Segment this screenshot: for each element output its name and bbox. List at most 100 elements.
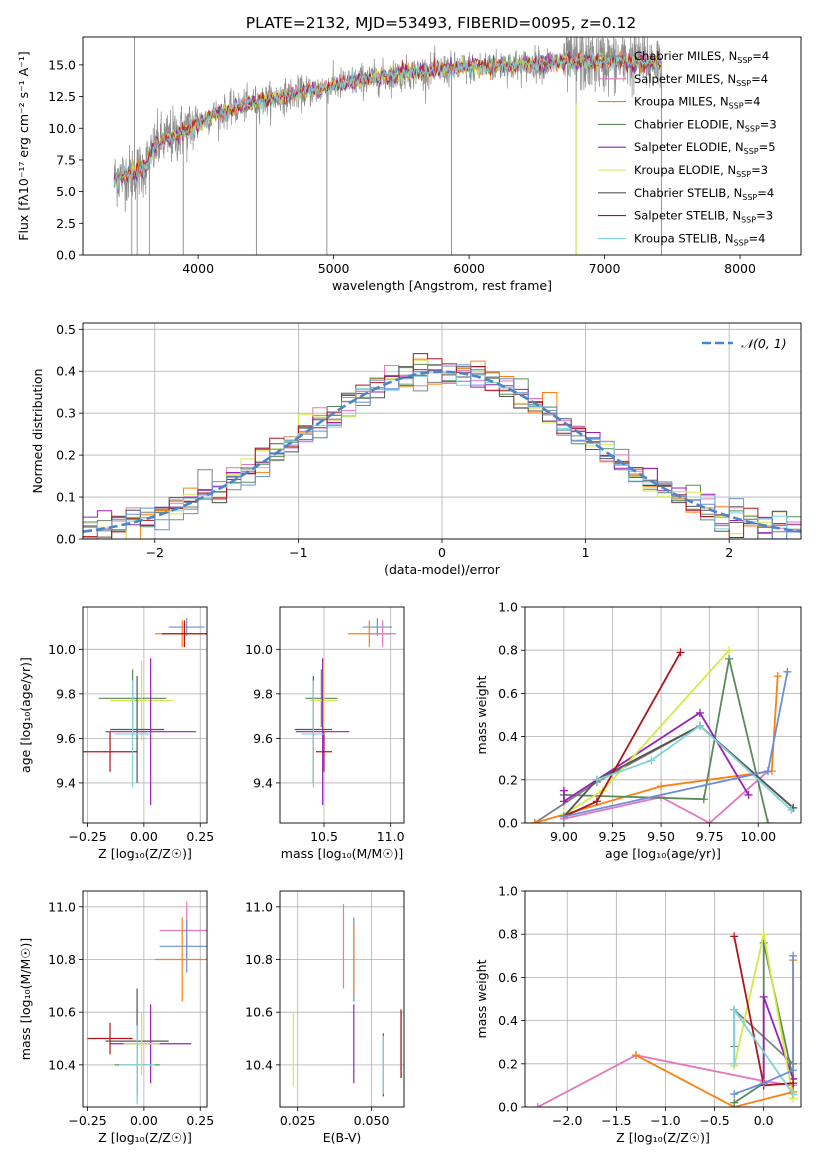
mass_vs_Z-ylabel: mass [log₁₀(M/M☉)] [18, 938, 33, 1060]
mass_vs_EBV-frame [279, 890, 405, 1108]
spectrum-axes: 4000 5000 6000 7000 8000 0.0 2.5 5.0 7.5 10.0 12.5… [48, 57, 756, 276]
x-tick-label: 0.0 [754, 1113, 774, 1128]
y-tick-label: 0.0 [56, 532, 76, 547]
x-tick-label: 8000 [724, 261, 756, 276]
weight-marker [592, 797, 601, 806]
y-tick-label: 0.6 [498, 686, 518, 701]
mass_weight_vs_Z-frame [524, 890, 802, 1108]
mass_vs_EBV-xlabel: E(B-V) [323, 1130, 362, 1145]
legend-sub: SSP [736, 79, 751, 88]
x-tick-label: −0.25 [68, 829, 106, 844]
mass_weight_vs_Z-ylabel: mass weight [474, 959, 489, 1038]
histogram-series [83, 372, 801, 539]
legend-entry: Chabrier ELODIE, NSSP=3 [634, 117, 777, 133]
x-tick-label: 0 [438, 545, 446, 560]
y-tick-label: 0.4 [498, 729, 518, 744]
spectrum-model-line [113, 50, 662, 184]
spectrum-xlabel: wavelength [Angstrom, rest frame] [332, 278, 552, 293]
y-tick-label: 1.0 [498, 884, 518, 899]
x-tick-label: 0.050 [354, 1113, 390, 1128]
weight-marker [759, 992, 768, 1001]
errorbar-point [159, 919, 207, 973]
age_vs_Z-axes: −0.25 0.00 0.25 9.4 9.6 9.8 10.0 [48, 607, 214, 844]
y-tick-label: 0.6 [498, 970, 518, 985]
errorbar-point [105, 658, 196, 806]
errorbar-point [114, 680, 151, 788]
y-tick-label: 0.0 [498, 816, 518, 831]
weight-marker [783, 667, 792, 676]
age_vs_Z-plot [83, 618, 207, 806]
weight-marker [592, 775, 601, 784]
x-tick-label: −1 [289, 545, 307, 560]
x-tick-label: 0.025 [280, 1113, 316, 1128]
x-tick-label: 11.0 [377, 829, 405, 844]
spectrum-model-line [114, 50, 662, 183]
weight-marker [559, 812, 568, 821]
spectrum-model-line [113, 51, 662, 185]
x-tick-label: 0.00 [130, 829, 158, 844]
x-tick-label: 6000 [453, 261, 485, 276]
y-tick-label: 0.0 [498, 1100, 518, 1115]
legend-tail: =3 [751, 163, 768, 177]
mass_weight_vs_Z-plot [533, 930, 798, 1107]
mass_vs_EBV-plot [292, 904, 402, 1097]
weight-marker [787, 806, 796, 815]
y-tick-label: 5.0 [56, 184, 76, 199]
errorbar-point [123, 1012, 160, 1076]
legend-label: Kroupa MILES, N [634, 95, 729, 109]
age_vs_mass-xlabel: mass [log₁₀(M/M☉)] [281, 846, 403, 861]
legend-sub: SSP [737, 56, 752, 65]
x-tick-label: −1.0 [650, 1113, 680, 1128]
y-tick-label: 1.0 [498, 600, 518, 615]
residuals-frame [82, 322, 802, 540]
errorbar-point [362, 618, 392, 636]
weight-marker [725, 646, 734, 655]
legend-sub: SSP [736, 170, 751, 179]
mass_weight_vs_Z-axes: −2.0 −1.5 −1.0 −0.5 0.0 0.0 0.2 0.4 0.6 0.8 1.0 [498, 884, 801, 1128]
weight-series-line [537, 1054, 794, 1107]
y-tick-label: 0.5 [56, 322, 76, 337]
legend-label: Kroupa ELODIE, N [634, 163, 736, 177]
legend-entry: Chabrier MILES, NSSP=4 [634, 49, 769, 65]
y-tick-label: 0.3 [56, 406, 76, 421]
x-tick-label: 0.25 [186, 829, 214, 844]
normal-curve [83, 370, 801, 533]
age_vs_mass-axes: 10.5 11.0 9.4 9.6 9.8 10.0 [245, 607, 405, 844]
weight-marker [773, 672, 782, 681]
legend-entry: Kroupa STELIB, NSSP=4 [634, 231, 765, 247]
legend-entry: Kroupa MILES, NSSP=4 [634, 95, 760, 111]
errorbar-point [110, 660, 174, 741]
mass_vs_Z-xlabel: Z [log₁₀(Z/Z☉)] [98, 1130, 192, 1145]
errorbar-point [305, 669, 338, 728]
y-tick-label: 2.5 [56, 216, 76, 231]
legend-sub: SSP [742, 193, 757, 202]
legend-sub: SSP [741, 216, 756, 225]
y-tick-label: 10.8 [245, 952, 273, 967]
weight-marker [789, 1079, 798, 1088]
errorbar-point [161, 620, 207, 648]
y-tick-label: 0.8 [498, 643, 518, 658]
y-tick-label: 0.4 [56, 364, 76, 379]
weight-marker [530, 819, 539, 823]
legend-sub: SSP [744, 147, 759, 156]
histogram-series [83, 366, 801, 534]
legend-label: Salpeter ELODIE, N [634, 140, 744, 154]
errorbar-point [87, 1022, 133, 1055]
age_vs_Z-ylabel: age [log₁₀(age/yr)] [18, 657, 33, 773]
age_vs_Z-xlabel: Z [log₁₀(Z/Z☉)] [98, 846, 192, 861]
legend-sub: SSP [729, 102, 744, 111]
y-tick-label: 11.0 [48, 899, 76, 914]
errorbar-point [83, 731, 138, 772]
weight-marker [730, 1005, 739, 1014]
legend-label: Chabrier MILES, N [634, 49, 737, 63]
weight-series-line [534, 676, 779, 823]
y-tick-label: 0.2 [498, 1056, 518, 1071]
weight-marker [789, 951, 798, 960]
y-tick-label: 10.0 [48, 642, 76, 657]
errorbar-point [369, 620, 396, 648]
x-tick-label: −0.5 [699, 1113, 729, 1128]
weight-marker [699, 795, 708, 804]
weight-marker [647, 756, 656, 765]
spectrum-model-line [113, 52, 662, 183]
